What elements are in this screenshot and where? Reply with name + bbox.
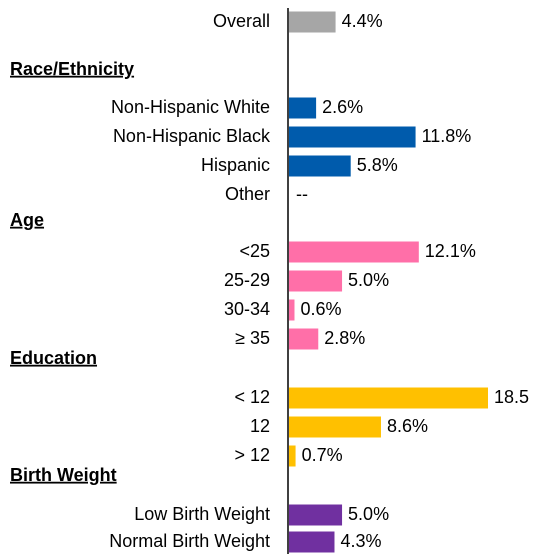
group-header: Race/Ethnicity bbox=[10, 59, 134, 79]
bar bbox=[289, 445, 296, 467]
category-label: Non-Hispanic Black bbox=[113, 126, 271, 146]
category-label: Overall bbox=[213, 11, 270, 31]
group-header: Education bbox=[10, 348, 97, 368]
category-label: 12 bbox=[250, 416, 270, 436]
bar bbox=[289, 504, 343, 526]
bar bbox=[289, 531, 335, 553]
bar bbox=[289, 155, 351, 177]
bar bbox=[289, 11, 336, 33]
category-label: > 12 bbox=[234, 445, 270, 465]
value-label: 2.8% bbox=[324, 328, 365, 348]
bar bbox=[289, 299, 295, 321]
bar bbox=[289, 241, 419, 263]
category-label: Hispanic bbox=[201, 155, 270, 175]
value-label: 5.8% bbox=[357, 155, 398, 175]
value-label: 5.0% bbox=[348, 270, 389, 290]
category-label: Low Birth Weight bbox=[134, 504, 270, 524]
category-label: ≥ 35 bbox=[235, 328, 270, 348]
category-label: < 12 bbox=[234, 387, 270, 407]
value-label: 12.1% bbox=[425, 241, 476, 261]
value-label: 11.8% bbox=[422, 126, 472, 146]
bar bbox=[289, 387, 488, 409]
value-label: 0.7% bbox=[302, 445, 343, 465]
bar bbox=[289, 416, 381, 438]
value-label: 5.0% bbox=[348, 504, 389, 524]
category-label: Normal Birth Weight bbox=[109, 531, 270, 551]
value-label: -- bbox=[296, 184, 308, 204]
value-label: 2.6% bbox=[322, 97, 363, 117]
value-label: 0.6% bbox=[300, 299, 341, 319]
group-header: Birth Weight bbox=[10, 465, 117, 485]
group-header: Age bbox=[10, 210, 44, 230]
category-label: Other bbox=[225, 184, 270, 204]
category-label: Non-Hispanic White bbox=[111, 97, 270, 117]
value-label: 4.4% bbox=[342, 11, 383, 31]
value-label: 4.3% bbox=[340, 531, 381, 551]
category-label: 30-34 bbox=[224, 299, 270, 319]
bar bbox=[289, 328, 319, 350]
value-label: 18.5 bbox=[494, 387, 529, 407]
category-label: 25-29 bbox=[224, 270, 270, 290]
category-label: <25 bbox=[239, 241, 270, 261]
bar bbox=[289, 270, 343, 292]
value-label: 8.6% bbox=[387, 416, 428, 436]
bar bbox=[289, 97, 317, 119]
bar bbox=[289, 126, 416, 148]
